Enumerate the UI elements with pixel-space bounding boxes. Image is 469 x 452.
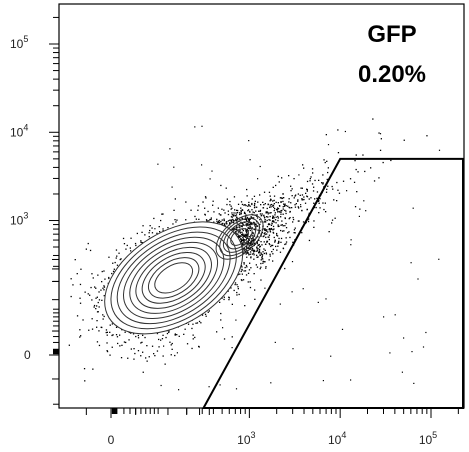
density-contour-main: [123, 236, 225, 320]
density-contour-main: [110, 226, 237, 330]
density-contour-main: [148, 257, 200, 299]
density-contour-main: [116, 231, 231, 325]
density-contour-main: [154, 262, 194, 294]
density-contour-main: [129, 241, 219, 314]
density-contour-secondary: [215, 214, 264, 260]
y-tick-label: 105: [10, 34, 28, 51]
density-contour-main: [135, 246, 212, 309]
gate-percent-label: 0.20%: [358, 61, 426, 88]
y-tick-label: 103: [10, 211, 28, 228]
x-tick-label: 104: [328, 430, 346, 447]
y-tick-label: 0: [24, 348, 31, 362]
gate-name-label: GFP: [367, 21, 416, 48]
density-contour-secondary: [226, 224, 253, 250]
density-contour-main: [141, 252, 206, 304]
x-axis-tick-labels: 0 103 104 105: [108, 430, 438, 447]
gate-layer: [201, 157, 464, 409]
density-contour-secondary: [230, 228, 249, 246]
density-contour-secondary: [222, 221, 257, 253]
gfp-gate-polygon[interactable]: [201, 157, 464, 409]
y-axis-ticks: [49, 16, 59, 405]
density-contour-main: [104, 221, 244, 335]
x-tick-label: 0: [108, 433, 115, 447]
density-contours: [104, 214, 264, 335]
plot-frame: [58, 3, 465, 409]
y-axis-tick-labels: 0 103 104 105: [10, 34, 31, 362]
x-tick-label: 103: [237, 430, 255, 447]
y-tick-label: 104: [10, 122, 28, 139]
x-tick-label: 105: [419, 430, 437, 447]
x-axis-ticks: [85, 408, 459, 418]
density-contour-secondary: [219, 217, 260, 257]
